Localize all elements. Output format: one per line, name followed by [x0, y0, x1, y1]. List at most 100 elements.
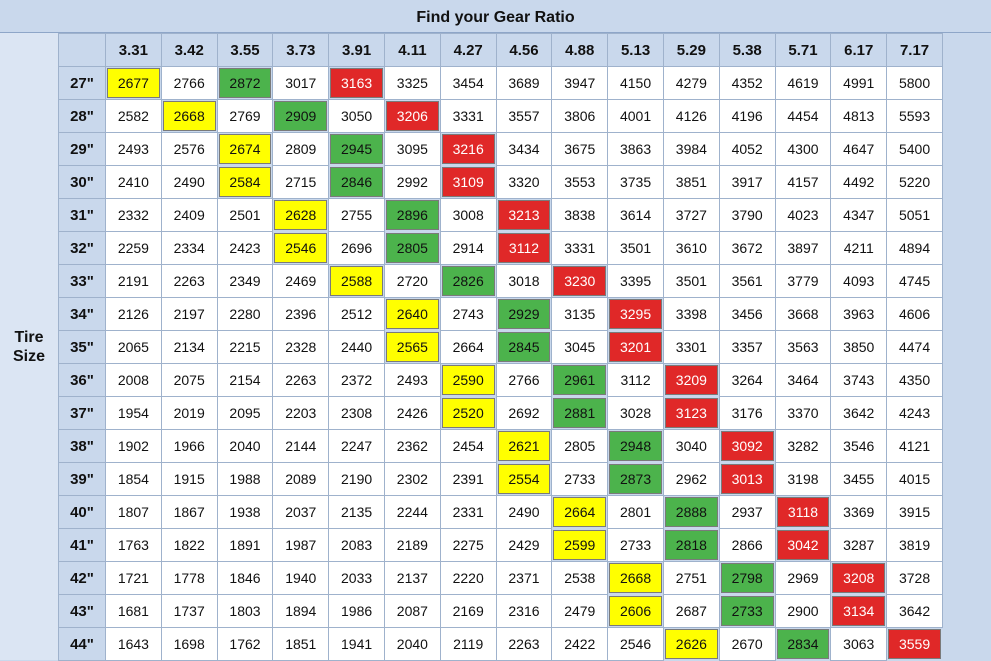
value-cell: 4350 [886, 363, 943, 397]
value-cell: 2422 [551, 627, 609, 661]
column-header: 3.73 [272, 33, 330, 67]
value-cell: 2900 [774, 594, 832, 628]
value-cell: 3610 [662, 231, 720, 265]
value-cell: 3301 [662, 330, 720, 364]
value-cell: 3546 [830, 429, 888, 463]
value-cell: 3561 [718, 264, 776, 298]
value-cell: 2969 [774, 561, 832, 595]
value-cell: 2409 [160, 198, 218, 232]
value-cell: 3369 [830, 495, 888, 529]
value-cell: 1737 [160, 594, 218, 628]
value-cell: 1988 [216, 462, 274, 496]
highlight-cell: 3013 [720, 464, 774, 494]
value-cell: 2075 [160, 363, 218, 397]
value-cell: 2119 [439, 627, 497, 661]
highlight-cell: 3118 [776, 497, 830, 527]
value-cell: 4352 [718, 66, 776, 100]
value-cell: 2302 [383, 462, 441, 496]
value-cell: 3040 [662, 429, 720, 463]
value-cell: 2962 [662, 462, 720, 496]
column-header: 3.55 [216, 33, 274, 67]
highlight-cell: 2948 [609, 431, 662, 461]
value-cell: 2396 [272, 297, 330, 331]
value-cell: 3063 [830, 627, 888, 661]
value-cell: 2751 [662, 561, 720, 595]
highlight-cell: 2606 [609, 596, 662, 626]
value-cell: 4606 [886, 297, 943, 331]
value-cell: 2328 [272, 330, 330, 364]
value-cell: 2501 [216, 198, 274, 232]
value-cell: 4347 [830, 198, 888, 232]
value-cell: 2135 [328, 495, 385, 529]
value-cell: 2371 [495, 561, 553, 595]
row-label: 35" [58, 330, 106, 364]
value-cell: 2429 [495, 528, 553, 562]
value-cell: 1915 [160, 462, 218, 496]
value-cell: 2582 [105, 99, 162, 133]
value-cell: 2087 [383, 594, 441, 628]
value-cell: 3008 [439, 198, 497, 232]
highlight-cell: 2640 [385, 299, 439, 329]
value-cell: 3287 [830, 528, 888, 562]
value-cell: 2766 [160, 66, 218, 100]
value-cell: 3790 [718, 198, 776, 232]
value-cell: 2220 [439, 561, 497, 595]
value-cell: 2410 [105, 165, 162, 199]
value-cell: 2197 [160, 297, 218, 331]
highlight-cell: 2520 [441, 398, 495, 428]
value-cell: 2664 [439, 330, 497, 364]
value-cell: 2040 [216, 429, 274, 463]
value-cell: 1891 [216, 528, 274, 562]
value-cell: 2696 [328, 231, 385, 265]
value-cell: 1902 [105, 429, 162, 463]
row-label: 43" [58, 594, 106, 628]
value-cell: 1851 [272, 627, 330, 661]
row-label: 37" [58, 396, 106, 430]
row-label: 28" [58, 99, 106, 133]
column-header: 4.27 [439, 33, 497, 67]
column-header: 5.71 [774, 33, 832, 67]
column-header: 6.17 [830, 33, 888, 67]
value-cell: 4454 [774, 99, 832, 133]
value-cell: 1867 [160, 495, 218, 529]
value-cell: 3357 [718, 330, 776, 364]
value-cell: 2334 [160, 231, 218, 265]
highlight-cell: 3230 [553, 266, 607, 296]
value-cell: 3095 [383, 132, 441, 166]
value-cell: 4093 [830, 264, 888, 298]
value-cell: 2126 [105, 297, 162, 331]
value-cell: 3395 [607, 264, 664, 298]
highlight-cell: 2733 [720, 596, 774, 626]
value-cell: 3897 [774, 231, 832, 265]
value-cell: 3614 [607, 198, 664, 232]
value-cell: 2247 [328, 429, 385, 463]
value-cell: 3642 [830, 396, 888, 430]
value-cell: 2426 [383, 396, 441, 430]
value-cell: 2089 [272, 462, 330, 496]
row-label: 44" [58, 627, 106, 661]
highlight-cell: 2626 [664, 629, 718, 659]
ratio-table: 3.31 3.42 3.55 3.73 3.91 4.11 4.27 4.56 4.88 5.13… [58, 33, 943, 661]
value-cell: 3456 [718, 297, 776, 331]
value-cell: 2493 [383, 363, 441, 397]
value-cell: 3915 [886, 495, 943, 529]
highlight-cell: 3208 [832, 563, 886, 593]
value-cell: 3282 [774, 429, 832, 463]
highlight-cell: 2961 [553, 365, 607, 395]
value-cell: 3325 [383, 66, 441, 100]
value-cell: 3806 [551, 99, 609, 133]
value-cell: 2469 [272, 264, 330, 298]
value-cell: 2203 [272, 396, 330, 430]
value-cell: 1778 [160, 561, 218, 595]
value-cell: 2065 [105, 330, 162, 364]
value-cell: 4619 [774, 66, 832, 100]
value-cell: 2134 [160, 330, 218, 364]
highlight-cell: 3042 [776, 530, 830, 560]
value-cell: 2275 [439, 528, 497, 562]
value-cell: 3850 [830, 330, 888, 364]
value-cell: 3728 [886, 561, 943, 595]
highlight-cell: 2565 [385, 332, 439, 362]
value-cell: 3851 [662, 165, 720, 199]
value-cell: 1941 [328, 627, 385, 661]
row-label: 41" [58, 528, 106, 562]
